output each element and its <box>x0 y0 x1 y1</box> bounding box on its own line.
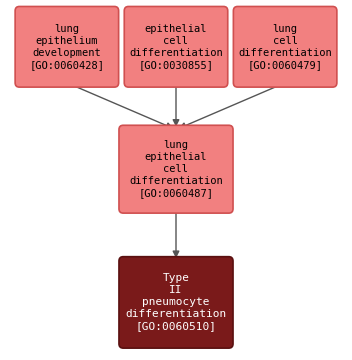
Text: lung
epithelium
development
[GO:0060428]: lung epithelium development [GO:0060428] <box>29 24 105 70</box>
FancyBboxPatch shape <box>119 257 233 348</box>
Text: epithelial
cell
differentiation
[GO:0030855]: epithelial cell differentiation [GO:0030… <box>129 24 223 70</box>
Text: Type
II
pneumocyte
differentiation
[GO:0060510]: Type II pneumocyte differentiation [GO:0… <box>125 273 227 332</box>
FancyBboxPatch shape <box>119 125 233 213</box>
FancyBboxPatch shape <box>124 6 228 87</box>
FancyBboxPatch shape <box>15 6 119 87</box>
FancyBboxPatch shape <box>233 6 337 87</box>
Text: lung
epithelial
cell
differentiation
[GO:0060487]: lung epithelial cell differentiation [GO… <box>129 140 223 198</box>
Text: lung
cell
differentiation
[GO:0060479]: lung cell differentiation [GO:0060479] <box>238 24 332 70</box>
